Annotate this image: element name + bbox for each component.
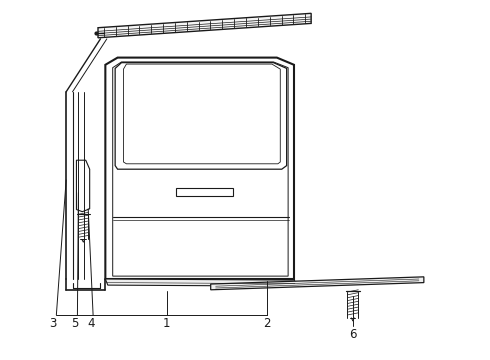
Text: 5: 5 <box>71 317 78 330</box>
Polygon shape <box>211 277 424 290</box>
Text: 2: 2 <box>263 317 271 330</box>
Text: 6: 6 <box>349 328 357 341</box>
Text: 4: 4 <box>87 317 95 330</box>
Text: 3: 3 <box>49 317 57 330</box>
Polygon shape <box>98 13 311 38</box>
Polygon shape <box>105 279 299 286</box>
Text: 1: 1 <box>163 317 171 330</box>
